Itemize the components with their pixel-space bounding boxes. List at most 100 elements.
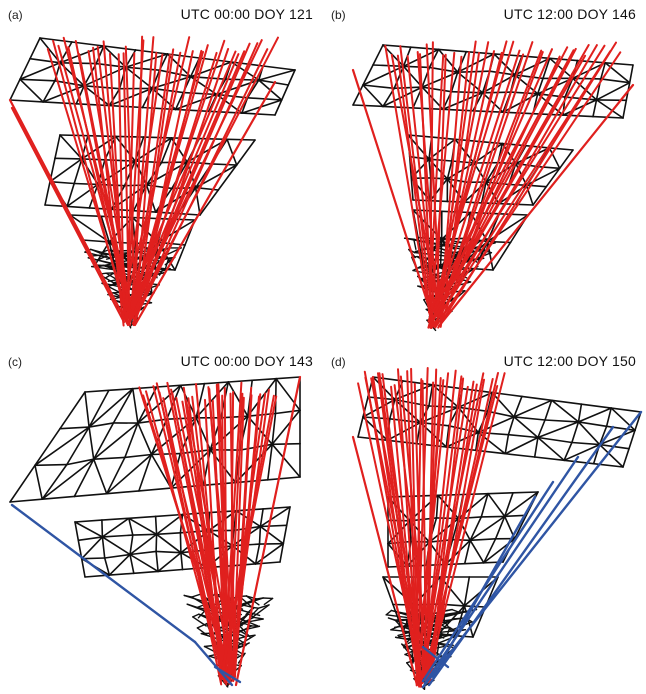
mesh-edge [491, 391, 515, 418]
boundary-ray [193, 640, 234, 687]
mesh-edge [563, 443, 601, 462]
mesh-edge [101, 517, 130, 521]
mesh-edge [73, 182, 99, 186]
mesh-edge [199, 189, 220, 216]
mesh-edge [73, 458, 95, 498]
mesh-edge [486, 391, 493, 413]
mesh-edge [512, 491, 539, 494]
ray-path [8, 98, 130, 327]
mesh-edge [413, 238, 417, 251]
mesh-edge [80, 536, 104, 560]
mesh-edge [491, 391, 523, 398]
mesh-edge [54, 134, 61, 160]
mesh-edge [595, 81, 631, 101]
mesh-edge [252, 606, 260, 609]
mesh-edge [128, 517, 134, 536]
mesh-edge [421, 86, 453, 93]
mesh-edge [137, 384, 182, 424]
mesh-edge [605, 425, 636, 432]
mesh-edge [29, 37, 41, 60]
ray-path [131, 39, 263, 312]
mesh-edge [279, 542, 285, 563]
ray-path [430, 51, 456, 311]
ray-path [127, 51, 182, 326]
mesh-edge [480, 515, 506, 518]
ray-path [92, 46, 125, 327]
mesh-edge [101, 534, 134, 538]
ray-path [67, 46, 131, 319]
mesh-edge [382, 576, 394, 606]
mesh-edge [157, 551, 182, 573]
mesh-edge [266, 443, 274, 481]
mesh-edge [105, 490, 140, 495]
mesh-edge [251, 377, 277, 382]
mesh-edge [536, 77, 544, 95]
mesh-edge [101, 536, 131, 556]
mesh-edge [71, 41, 105, 47]
mesh-edge [42, 101, 78, 105]
panel-title: UTC 12:00 DOY 146 [503, 6, 636, 22]
mesh-edge [124, 453, 153, 459]
mesh-edge [437, 48, 459, 73]
mesh-edge [362, 398, 396, 418]
mesh-edge [132, 387, 139, 424]
ray-path [428, 54, 445, 314]
mesh-edge [521, 395, 553, 402]
mesh-edge [41, 495, 76, 500]
mesh-edge [251, 604, 270, 619]
mesh-edge [39, 37, 61, 64]
mesh-edge [34, 463, 68, 467]
mesh-edge [19, 57, 31, 81]
mesh-edge [34, 427, 61, 467]
mesh-edge [42, 80, 56, 103]
mesh-edge [480, 492, 489, 518]
mesh-edge [179, 382, 206, 387]
mesh-edge [271, 412, 277, 446]
mesh-edge [428, 48, 440, 69]
mesh-edge [154, 513, 184, 518]
mesh-edge [440, 626, 451, 630]
mesh-edge [155, 550, 182, 554]
mesh-edge [101, 517, 130, 538]
mesh-edge [84, 389, 110, 393]
boundary-ray [421, 645, 450, 669]
ray-path [52, 39, 127, 315]
mesh-edge [217, 164, 238, 191]
mesh-edge [227, 379, 253, 383]
mesh-edge [59, 45, 105, 64]
panel-title: UTC 12:00 DOY 150 [503, 353, 636, 369]
mesh-edge [259, 525, 285, 545]
mesh-edge [100, 215, 110, 243]
mesh-edge [504, 452, 536, 458]
mesh-edge [74, 521, 80, 542]
ray-path [434, 44, 606, 317]
mesh-edge [513, 416, 539, 439]
panel-a: (a) UTC 00:00 DOY 121 [0, 0, 323, 347]
panel-label: (a) [8, 8, 23, 22]
mesh-edge [504, 433, 510, 455]
mesh-edge [598, 425, 608, 446]
mesh-edge [203, 644, 215, 648]
ray-path [125, 39, 145, 310]
mesh-edge [562, 99, 598, 116]
mesh-edge [39, 37, 73, 43]
mesh-diagram-c [9, 375, 302, 688]
mesh-edge [97, 183, 126, 187]
mesh-edge [444, 539, 471, 566]
panel-label: (b) [331, 8, 346, 22]
ray-path [419, 372, 485, 686]
mesh-edge [95, 45, 105, 65]
mesh-edge [155, 550, 159, 573]
mesh-edge [9, 99, 44, 103]
ray-path [117, 53, 125, 318]
ray-path [423, 372, 499, 680]
ray-path [234, 375, 302, 687]
mesh-edge [180, 551, 184, 571]
mesh-edge [134, 137, 173, 162]
mesh-edge [19, 78, 44, 103]
mesh-edge [54, 157, 83, 160]
mesh-edge [487, 492, 506, 518]
mesh-edge [150, 453, 172, 489]
ray-path [429, 48, 553, 329]
mesh-edge [412, 107, 444, 111]
